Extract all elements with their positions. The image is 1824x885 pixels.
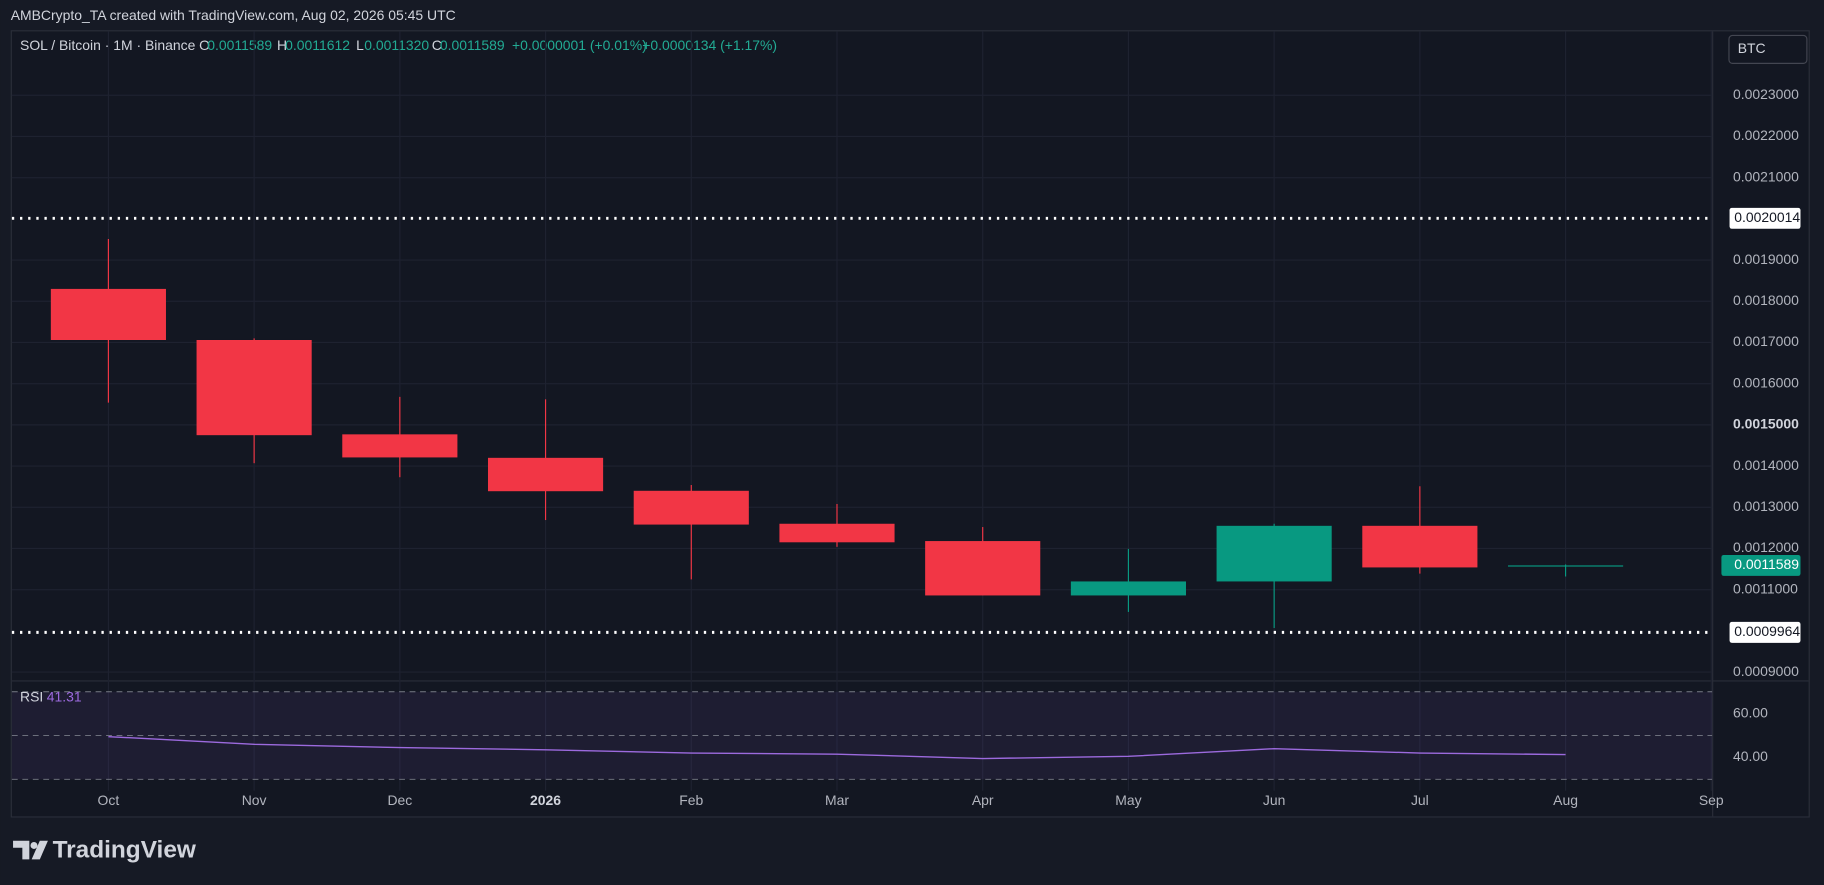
x-tick-label: Sep (1699, 792, 1724, 808)
y-tick-label: 0.0017000 (1733, 333, 1799, 349)
last-price-label: 0.0011589 (1734, 556, 1799, 572)
y-tick-label: 0.0016000 (1733, 374, 1799, 390)
x-tick-label: Jun (1263, 792, 1285, 808)
candle-body (925, 541, 1041, 596)
currency-button[interactable] (1728, 34, 1808, 64)
change: +0.0000001 (+0.01%) (512, 37, 647, 53)
candle-body (1216, 525, 1332, 582)
ohlc-label: O (199, 37, 210, 53)
x-tick-label: Jul (1411, 792, 1429, 808)
y-tick-label: 0.0011000 (1733, 580, 1798, 596)
ohlc-label: C (432, 37, 442, 53)
candle-body (1362, 525, 1478, 568)
y-tick-label: 0.0021000 (1733, 168, 1799, 184)
candle-body (1508, 565, 1624, 567)
candle-body (487, 457, 604, 492)
y-tick-label: 0.0014000 (1733, 457, 1799, 473)
rsi-line (108, 735, 1566, 760)
ohlc-label: L (356, 37, 364, 53)
x-tick-label: May (1115, 792, 1141, 808)
rsi-value: 41.31 (47, 688, 82, 704)
y-tick-label: 60.00 (1733, 704, 1768, 720)
ohlc-value: 0.0011589 (440, 37, 505, 53)
x-tick-label: Feb (679, 792, 703, 808)
ohlc-value: 0.0011612 (285, 37, 350, 53)
x-tick-label: Mar (825, 792, 849, 808)
brand-logo (13, 840, 48, 860)
x-tick-label: Aug (1553, 792, 1578, 808)
level-label-box (1729, 621, 1801, 643)
y-tick-label: 0.0022000 (1733, 127, 1799, 143)
y-tick-label: 0.0019000 (1733, 251, 1799, 267)
attribution: AMBCrypto_TA created with TradingView.co… (11, 7, 456, 23)
y-tick-label: 0.0009000 (1733, 663, 1799, 679)
ohlc-value: 0.0011589 (207, 37, 272, 53)
y-tick-label: 0.0015000 (1733, 416, 1799, 432)
rsi-title: RSI (20, 688, 43, 704)
x-tick-label: Apr (972, 792, 994, 808)
candle-body (50, 288, 166, 340)
symbol: SOL / Bitcoin · 1M · Binance (20, 37, 196, 53)
x-tick-label: Dec (387, 792, 412, 808)
change-period: +0.0000134 (+1.17%) (642, 37, 777, 53)
candle-body (342, 434, 458, 458)
candle-body (633, 490, 749, 525)
currency-button-label[interactable]: BTC (1738, 40, 1766, 56)
y-tick-label: 40.00 (1733, 748, 1768, 764)
last-price-box (1721, 554, 1801, 576)
ohlc-value: 0.0011320 (364, 37, 429, 53)
level-label: 0.0009964 (1734, 623, 1800, 639)
y-tick-label: 0.0023000 (1733, 86, 1799, 102)
y-tick-label: 0.0012000 (1733, 539, 1799, 555)
x-tick-label: Nov (242, 792, 267, 808)
candle-body (1070, 581, 1186, 596)
candle-body (779, 523, 895, 543)
level-label: 0.0020014 (1734, 209, 1800, 225)
ohlc-label: H (277, 37, 287, 53)
brand-name: TradingView (53, 837, 197, 864)
x-tick-label: Oct (98, 792, 120, 808)
level-label-box (1729, 207, 1801, 229)
x-tick-label: 2026 (530, 792, 561, 808)
y-tick-label: 0.0013000 (1733, 498, 1799, 514)
y-tick-label: 0.0018000 (1733, 292, 1799, 308)
candle-body (196, 339, 312, 436)
